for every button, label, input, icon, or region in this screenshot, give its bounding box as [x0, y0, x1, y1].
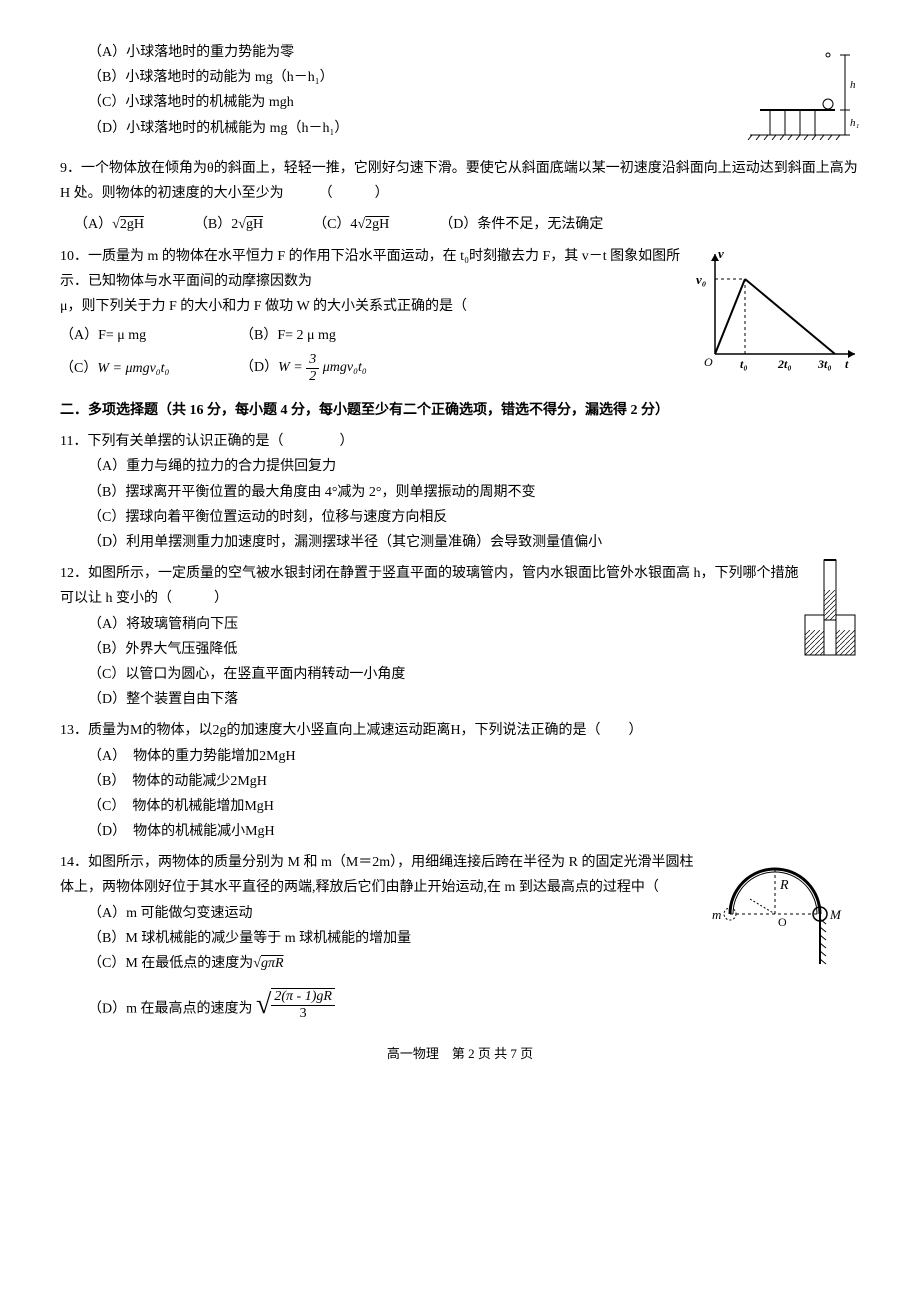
graph-v-axis: v: [718, 246, 724, 261]
q13-opt-a: （A） 物体的重力势能增加2MgH: [88, 744, 860, 769]
graph-origin: O: [704, 355, 713, 369]
q8-block: （A）小球落地时的重力势能为零 （B）小球落地时的动能为 mg（h－h₁） （C…: [60, 40, 860, 150]
q12-opt-c: （C）以管口为圆心，在竖直平面内稍转动一小角度: [88, 662, 800, 687]
q14-stem: 14．如图所示，两物体的质量分别为 M 和 m（M＝2m），用细绳连接后跨在半径…: [60, 850, 700, 900]
q14-opt-b: （B）M 球机械能的减少量等于 m 球机械能的增加量: [88, 926, 700, 951]
q13-stem: 13．质量为M的物体，以2g的加速度大小竖直向上减速运动距离H，下列说法正确的是…: [60, 718, 860, 743]
q8-opt-a: （A）小球落地时的重力势能为零: [88, 40, 740, 65]
q12-opt-d: （D）整个装置自由下落: [88, 687, 800, 712]
fig14-M: M: [829, 907, 842, 922]
q13-opt-d: （D） 物体的机械能减小MgH: [88, 819, 860, 844]
q11-stem: 11．下列有关单摆的认识正确的是（ ）: [60, 429, 860, 454]
q10-opt-c: （C）W = μmgv₀t₀: [60, 356, 200, 381]
q11-opt-c: （C）摆球向着平衡位置运动的时刻，位移与速度方向相反: [88, 505, 860, 530]
page-footer: 高一物理 第 2 页 共 7 页: [60, 1042, 860, 1065]
fig14-R: R: [779, 878, 789, 893]
q14-opt-d: （D）m 在最高点的速度为 √ 2(π - 1)gR3: [88, 988, 700, 1022]
q10-opt-d: （D）W = 32 μmgv₀t₀: [240, 352, 380, 384]
fig8-h1-label: h₁: [850, 117, 860, 129]
q9-options: （A）√2gH （B）2√gH （C）4√2gH （D）条件不足，无法确定: [74, 212, 860, 237]
q12-opt-b: （B）外界大气压强降低: [88, 637, 800, 662]
fig8-h-label: h: [850, 79, 856, 91]
q13-opt-c: （C） 物体的机械能增加MgH: [88, 794, 860, 819]
q13-opt-b: （B） 物体的动能减少2MgH: [88, 769, 860, 794]
graph-t-axis: t: [845, 357, 849, 371]
q10-graph: v v₀ O t₀ 2t₀ 3t₀ t: [690, 244, 860, 374]
q9-opt-c: （C）4√2gH: [313, 212, 389, 237]
q8-opt-c: （C）小球落地时的机械能为 mgh: [88, 90, 740, 115]
fig14-O: O: [778, 915, 787, 929]
q12-opt-a: （A）将玻璃管稍向下压: [88, 612, 800, 637]
graph-v0: v₀: [696, 272, 706, 287]
q14-opt-c: （C）M 在最低点的速度为√gπR: [88, 951, 700, 976]
q8-figure: h h₁: [740, 40, 860, 150]
q12-figure: [800, 555, 860, 665]
q14-block: 14．如图所示，两物体的质量分别为 M 和 m（M＝2m），用细绳连接后跨在半径…: [60, 844, 860, 1022]
fig14-m: m: [712, 907, 721, 922]
graph-t0: t₀: [740, 357, 748, 371]
q14-opt-a: （A）m 可能做匀变速运动: [88, 901, 700, 926]
q12-stem: 12．如图所示，一定质量的空气被水银封闭在静置于竖直平面的玻璃管内，管内水银面比…: [60, 561, 800, 611]
q10-stem-2: μ，则下列关于力 F 的大小和力 F 做功 W 的大小关系式正确的是（: [60, 294, 690, 319]
section-2-title: 二．多项选择题（共 16 分，每小题 4 分，每小题至少有二个正确选项，错选不得…: [60, 398, 860, 423]
q10-stem-1: 10．一质量为 m 的物体在水平恒力 F 的作用下沿水平面运动，在 t₀时刻撤去…: [60, 244, 690, 294]
q14-figure: R m M O: [700, 844, 860, 974]
q11-opt-a: （A）重力与绳的拉力的合力提供回复力: [88, 454, 860, 479]
q9-opt-d: （D）条件不足，无法确定: [439, 212, 603, 237]
graph-2t0: 2t₀: [777, 357, 792, 371]
q11-opt-b: （B）摆球离开平衡位置的最大角度由 4°减为 2°，则单摆振动的周期不变: [88, 480, 860, 505]
q9-opt-b: （B）2√gH: [194, 212, 263, 237]
q8-opt-b: （B）小球落地时的动能为 mg（h－h₁）: [88, 65, 740, 90]
q10-block: 10．一质量为 m 的物体在水平恒力 F 的作用下沿水平面运动，在 t₀时刻撤去…: [60, 244, 860, 389]
q9-opt-a: （A）√2gH: [74, 212, 144, 237]
q9-stem: 9．一个物体放在倾角为θ的斜面上，轻轻一推，它刚好匀速下滑。要使它从斜面底端以某…: [60, 156, 860, 206]
q12-block: 12．如图所示，一定质量的空气被水银封闭在静置于竖直平面的玻璃管内，管内水银面比…: [60, 555, 860, 712]
q10-opt-a: （A）F= μ mg: [60, 323, 200, 348]
q10-opt-b: （B）F= 2 μ mg: [240, 323, 380, 348]
q8-opt-d: （D）小球落地时的机械能为 mg（h－h₁）: [88, 116, 740, 141]
q11-opt-d: （D）利用单摆测重力加速度时，漏测摆球半径（其它测量准确）会导致测量值偏小: [88, 530, 860, 555]
graph-3t0: 3t₀: [817, 357, 832, 371]
